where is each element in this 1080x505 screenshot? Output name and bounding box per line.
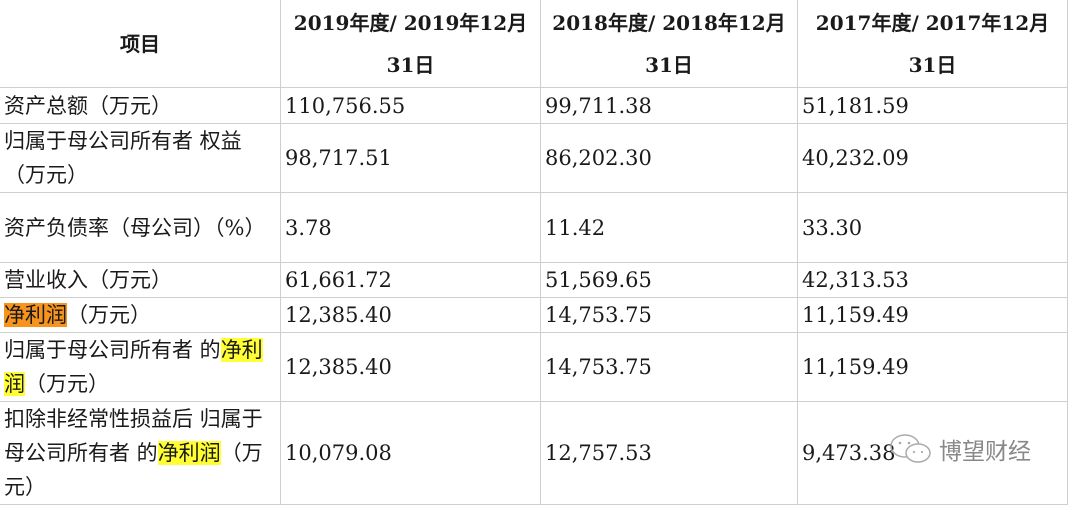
label-text: （万元） — [25, 372, 109, 396]
value-cell: 12,757.53 — [540, 401, 798, 505]
value-cell: 10,079.08 — [280, 401, 541, 505]
highlighted-text: 净利润 — [4, 303, 67, 327]
table-row: 归属于母公司所有者 的净利润（万元） 12,385.40 14,753.75 11,1… — [0, 332, 1068, 402]
value-cell: 98,717.51 — [280, 123, 541, 193]
label-text: 营业收入（万元） — [4, 268, 172, 292]
row-label: 资产总额（万元） — [0, 87, 281, 124]
value-cell: 9,473.38 — [797, 401, 1068, 505]
label-text: 资产负债率（母公司）（%） — [4, 215, 266, 240]
value-cell: 99,711.38 — [540, 87, 798, 124]
value-cell: 110,756.55 — [280, 87, 541, 124]
table-row: 扣除非经常性损益后 归属于母公司所有者 的净利润（万元） 10,079.08 12,… — [0, 401, 1068, 505]
highlighted-text: 净利润 — [157, 441, 221, 465]
header-2018: 2018年度/ 2018年12月31日 — [540, 0, 798, 88]
value-cell: 61,661.72 — [280, 262, 541, 298]
wechat-icon — [890, 434, 931, 463]
row-label: 营业收入（万元） — [0, 262, 281, 298]
table-row: 营业收入（万元） 61,661.72 51,569.65 42,313.53 — [0, 262, 1068, 298]
table-row: 归属于母公司所有者 权益（万元） 98,717.51 86,202.30 40,232… — [0, 123, 1068, 193]
value-cell: 11,159.49 — [797, 332, 1068, 402]
label-text: （万元） — [4, 441, 263, 499]
value-cell: 3.78 — [280, 192, 541, 263]
row-label: 归属于母公司所有者 权益（万元） — [0, 123, 281, 193]
value-cell: 40,232.09 — [797, 123, 1068, 193]
header-2019: 2019年度/ 2019年12月31日 — [280, 0, 541, 88]
table-row: 资产总额（万元） 110,756.55 99,711.38 51,181.59 — [0, 87, 1068, 124]
label-text: 扣除非经常性损益后 归属于母公司所有者 的 — [4, 407, 263, 465]
row-label: 净利润（万元） — [0, 297, 281, 333]
table-row: 资产负债率（母公司）（%） 3.78 11.42 33.30 — [0, 192, 1068, 263]
value-cell: 42,313.53 — [797, 262, 1068, 298]
value-cell: 14,753.75 — [540, 297, 798, 333]
value-cell: 11,159.49 — [797, 297, 1068, 333]
label-text: （万元） — [67, 303, 151, 327]
row-label: 资产负债率（母公司）（%） — [0, 192, 281, 263]
value-cell: 11.42 — [540, 192, 798, 263]
value-cell: 12,385.40 — [280, 297, 541, 333]
header-2017: 2017年度/ 2017年12月31日 — [797, 0, 1068, 88]
watermark-text: 博望财经 — [939, 439, 1031, 465]
value-cell: 51,569.65 — [540, 262, 798, 298]
label-text: 归属于母公司所有者 权益（万元） — [4, 129, 242, 187]
header-row: 项目 2019年度/ 2019年12月31日 2018年度/ 2018年12月3… — [0, 0, 1068, 88]
row-label: 归属于母公司所有者 的净利润（万元） — [0, 332, 281, 402]
value-cell: 14,753.75 — [540, 332, 798, 402]
value-cell: 12,385.40 — [280, 332, 541, 402]
value-cell: 33.30 — [797, 192, 1068, 263]
value-cell: 86,202.30 — [540, 123, 798, 193]
value-cell: 51,181.59 — [797, 87, 1068, 124]
watermark: 博望财经 — [889, 432, 1031, 466]
label-text: 归属于母公司所有者 的 — [4, 338, 221, 362]
row-label: 扣除非经常性损益后 归属于母公司所有者 的净利润（万元） — [0, 401, 281, 505]
header-item: 项目 — [0, 0, 281, 88]
table-row: 净利润（万元） 12,385.40 14,753.75 11,159.49 — [0, 297, 1068, 333]
label-text: 资产总额（万元） — [4, 93, 172, 118]
